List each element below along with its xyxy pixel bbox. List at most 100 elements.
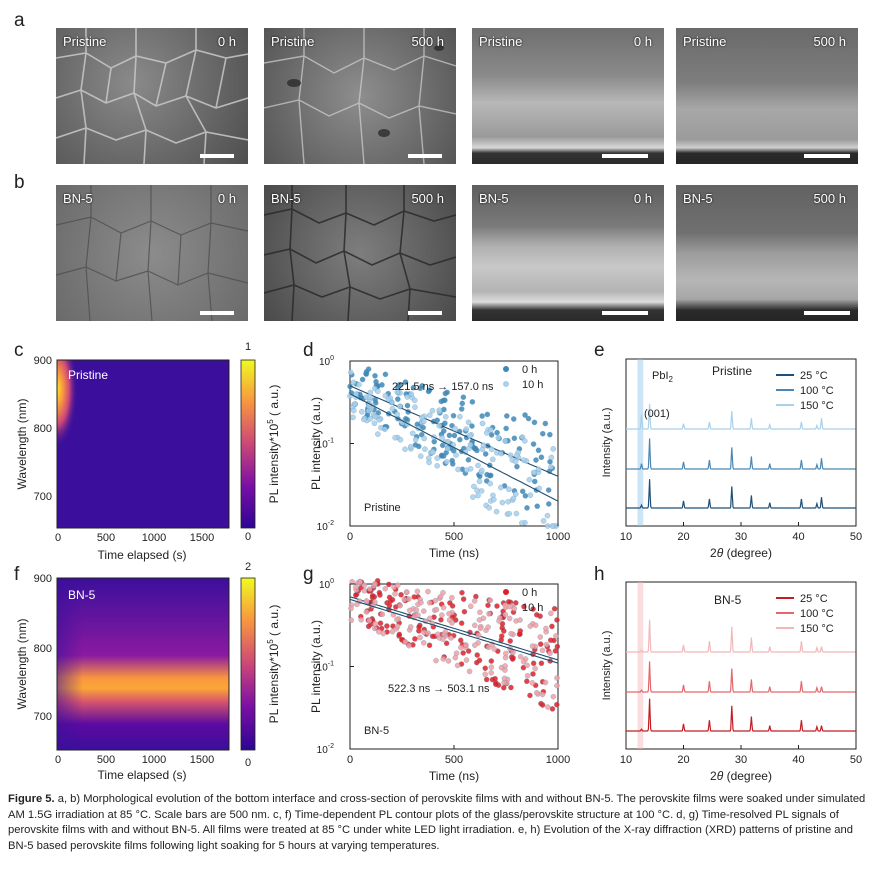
data-point: [545, 704, 551, 710]
x-tick-label: 1500: [190, 754, 214, 766]
y-tick-exponent: -2: [328, 743, 334, 750]
data-point: [530, 671, 536, 677]
caption-label: Figure 5.: [8, 793, 55, 805]
y-axis-label: Wavelength (nm): [15, 619, 29, 710]
data-point: [511, 416, 517, 422]
data-point: [519, 488, 526, 495]
y-axis-label: Wavelength (nm): [15, 399, 29, 490]
sample-label: BN-5: [364, 725, 389, 737]
data-point: [395, 582, 401, 588]
data-point: [466, 432, 473, 439]
data-point: [446, 610, 452, 617]
data-marks: [347, 366, 559, 529]
data-point: [482, 451, 489, 457]
panel-letter-g: g: [303, 564, 314, 585]
data-point: [532, 478, 538, 485]
data-point: [389, 628, 396, 635]
data-point: [530, 606, 536, 612]
data-point: [412, 636, 418, 642]
colorbar-label: PL intensity*105 ( a.u.): [266, 385, 281, 504]
x-tick-label: 500: [445, 754, 463, 766]
data-point: [363, 598, 370, 604]
data-point: [365, 623, 372, 630]
data-point: [427, 412, 433, 418]
data-point: [554, 617, 560, 623]
data-point: [418, 599, 424, 606]
data-point: [361, 416, 367, 423]
data-point: [349, 578, 355, 585]
data-point: [434, 463, 440, 469]
data-point: [455, 466, 461, 473]
data-point: [394, 616, 400, 623]
contour-plot-f: BN-5 900 800 700 0 500 1000 1500 Time el…: [15, 562, 281, 782]
data-point: [371, 420, 378, 426]
data-point: [440, 397, 447, 404]
data-point: [439, 435, 445, 441]
x-axis-label: 2θ (degree): [710, 769, 772, 783]
data-point: [421, 435, 427, 442]
x-tick-label: 500: [97, 532, 115, 544]
data-point: [539, 691, 546, 698]
sem-time-label: 500 h: [813, 34, 846, 49]
data-point: [498, 450, 504, 457]
scale-bar: [408, 311, 442, 315]
data-point: [506, 510, 513, 517]
data-marks: [348, 578, 561, 712]
data-point: [470, 494, 476, 500]
data-point: [351, 407, 357, 414]
fit-curve: [349, 596, 559, 661]
data-point: [348, 369, 354, 376]
data-point: [513, 491, 519, 497]
data-point: [511, 435, 518, 441]
x-tick-label: 0: [55, 532, 61, 544]
data-point: [542, 679, 549, 686]
data-point: [406, 642, 412, 649]
sem-sample-label: BN-5: [271, 191, 301, 206]
y-tick-label: 100: [319, 355, 334, 368]
data-point: [372, 373, 378, 379]
sem-sample-label: Pristine: [683, 34, 727, 49]
data-point: [512, 458, 519, 465]
data-point: [402, 446, 408, 452]
data-point: [467, 441, 474, 448]
data-point: [404, 394, 411, 400]
data-point: [551, 606, 558, 612]
data-point: [449, 620, 455, 626]
axes: 10 20 30 40 50 2θ (degree) Intensity (a.u.) BN-…: [601, 593, 862, 783]
data-point: [525, 415, 532, 422]
xrd-pattern: [626, 438, 856, 470]
x-tick-label: 500: [97, 754, 115, 766]
y-tick-exponent: 0: [330, 578, 334, 585]
data-point: [475, 462, 481, 469]
peak-label: (001): [644, 408, 670, 420]
data-point: [443, 459, 450, 465]
sample-label: BN-5: [714, 593, 742, 607]
data-point: [539, 647, 546, 654]
data-point: [431, 438, 437, 445]
sem-time-label: 0 h: [633, 191, 652, 206]
data-point: [554, 682, 560, 689]
data-point: [522, 493, 529, 499]
data-point: [420, 640, 427, 646]
data-point: [517, 631, 523, 637]
data-point: [534, 612, 540, 618]
data-point: [353, 584, 359, 590]
data-point: [466, 668, 473, 675]
x-tick-label: 10: [620, 531, 632, 543]
data-point: [554, 675, 560, 681]
data-point: [479, 467, 485, 474]
data-point: [510, 649, 516, 656]
sample-label: Pristine: [364, 502, 401, 514]
data-point: [429, 407, 436, 414]
data-point: [407, 443, 414, 450]
data-point: [433, 657, 439, 664]
data-point: [430, 449, 436, 456]
data-point: [550, 446, 556, 452]
data-point: [438, 617, 444, 623]
data-point: [538, 660, 545, 666]
data-point: [436, 422, 442, 429]
data-point: [372, 620, 378, 627]
data-point: [353, 592, 359, 598]
data-point: [483, 676, 490, 683]
x-tick-label: 10: [620, 754, 632, 766]
